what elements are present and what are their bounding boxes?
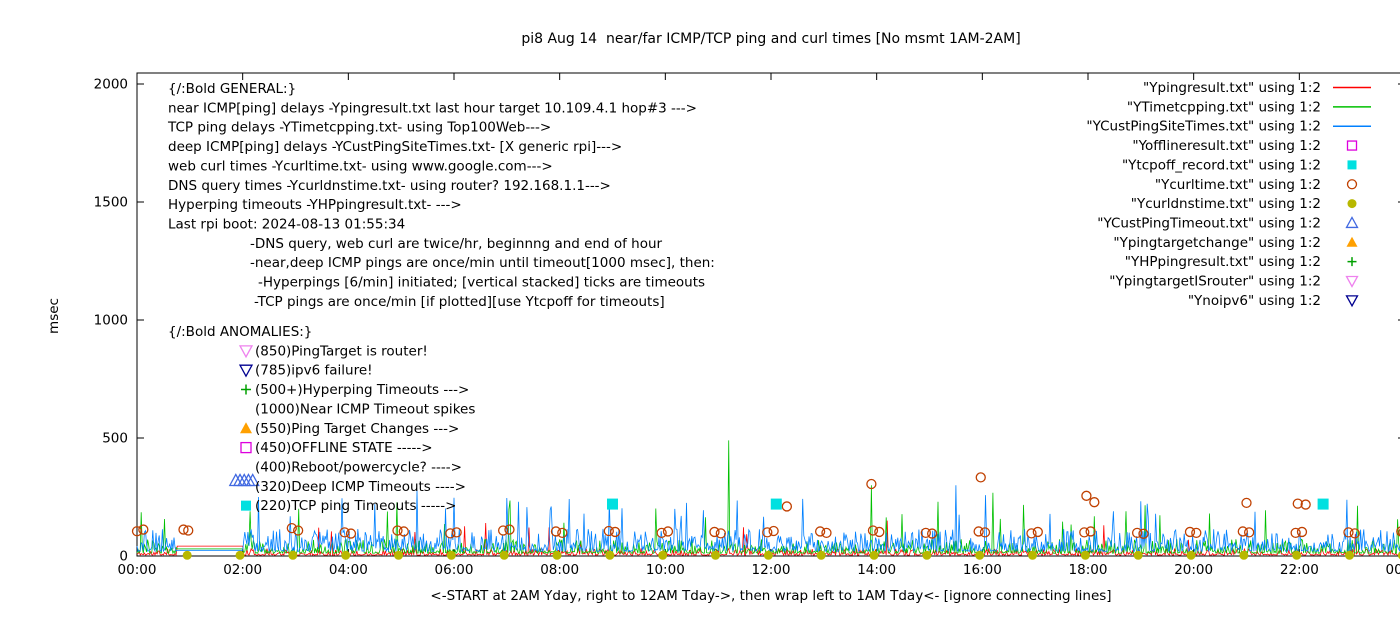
legend-label: "YpingtargetISrouter" using 1:2 <box>1109 274 1321 290</box>
legend-label: "YHPpingresult.txt" using 1:2 <box>1125 254 1321 270</box>
x-tick-label: 22:00 <box>1280 562 1319 578</box>
x-tick-label: 14:00 <box>857 562 896 578</box>
x-tick-label: 08:00 <box>540 562 579 578</box>
legend-label: "YCustPingSiteTimes.txt" using 1:2 <box>1086 119 1321 135</box>
x-tick-label: 20:00 <box>1174 562 1213 578</box>
general-line: -near,deep ICMP pings are once/min until… <box>250 255 715 271</box>
general-line: -Hyperpings [6/min] initiated; [vertical… <box>258 275 705 291</box>
legend-label: "YTimetcpping.txt" using 1:2 <box>1127 99 1321 115</box>
legend-label: "Ycurldnstime.txt" using 1:2 <box>1131 196 1321 212</box>
anomaly-item: (220)TCP ping Timeouts -----> <box>255 498 457 514</box>
anomaly-item: (400)Reboot/powercycle? ----> <box>255 459 462 475</box>
y-tick-label: 500 <box>102 431 128 447</box>
general-line: web curl times -Ycurltime.txt- using www… <box>168 158 553 174</box>
legend-label: "Ypingresult.txt" using 1:2 <box>1143 80 1321 96</box>
x-tick-label: 00:00 <box>1386 562 1400 578</box>
legend: "Ypingresult.txt" using 1:2 "YTimetcpping… <box>1086 80 1371 309</box>
anomaly-item: (1000)Near ICMP Timeout spikes <box>255 401 475 417</box>
anomaly-item: (320)Deep ICMP Timeouts ----> <box>255 479 466 495</box>
anomaly-item: (450)OFFLINE STATE -----> <box>255 440 433 456</box>
x-tick-label: 02:00 <box>223 562 262 578</box>
general-line: Last rpi boot: 2024-08-13 01:55:34 <box>168 216 405 232</box>
legend-label: "Ynoipv6" using 1:2 <box>1188 293 1321 309</box>
chart-title: pi8 Aug 14 near/far ICMP/TCP ping and cu… <box>521 31 1020 47</box>
legend-label: "Ypingtargetchange" using 1:2 <box>1113 235 1321 251</box>
y-tick-label: 2000 <box>94 77 128 93</box>
general-line: -DNS query, web curl are twice/hr, begin… <box>250 236 663 252</box>
legend-label: "Ycurltime.txt" using 1:2 <box>1155 177 1321 193</box>
x-tick-label: 04:00 <box>329 562 368 578</box>
y-axis-label: msec <box>46 298 62 334</box>
annotation-anomalies: {/:Bold ANOMALIES:} (850)PingTarget is ro… <box>168 324 475 514</box>
points-Ytcpoff_record <box>607 499 1329 510</box>
general-line: near ICMP[ping] delays -Ypingresult.txt … <box>168 100 697 116</box>
anomaly-item: (785)ipv6 failure! <box>255 363 373 379</box>
general-line: TCP ping delays -YTimetcpping.txt- using… <box>167 120 551 136</box>
x-tick-label: 16:00 <box>963 562 1002 578</box>
x-tick-label: 12:00 <box>752 562 791 578</box>
anomaly-item: (550)Ping Target Changes ---> <box>255 421 459 437</box>
anomaly-item: (850)PingTarget is router! <box>255 343 428 359</box>
legend-label: "Yofflineresult.txt" using 1:2 <box>1132 138 1321 154</box>
anomaly-item: (500+)Hyperping Timeouts ---> <box>255 382 469 398</box>
x-tick-label: 06:00 <box>435 562 474 578</box>
general-line: DNS query times -Ycurldnstime.txt- using… <box>168 178 611 194</box>
y-tick-label: 1000 <box>94 313 128 329</box>
anomalies-heading: {/:Bold ANOMALIES:} <box>168 324 312 340</box>
x-tick-label: 18:00 <box>1069 562 1108 578</box>
x-tick-label: 10:00 <box>646 562 685 578</box>
general-line: -TCP pings are once/min [if plotted][use… <box>254 294 665 310</box>
y-tick-label: 1500 <box>94 195 128 211</box>
annotation-general: {/:Bold GENERAL:} near ICMP[ping] delays … <box>167 81 715 310</box>
general-line: deep ICMP[ping] delays -YCustPingSiteTim… <box>168 139 622 155</box>
x-axis-label: <-START at 2AM Yday, right to 12AM Tday-… <box>430 588 1111 604</box>
general-line: {/:Bold GENERAL:} <box>168 81 296 97</box>
x-tick-label: 00:00 <box>118 562 157 578</box>
legend-label: "Ytcpoff_record.txt" using 1:2 <box>1122 157 1321 173</box>
general-line: Hyperping timeouts -YHPpingresult.txt- -… <box>168 197 462 213</box>
legend-label: "YCustPingTimeout.txt" using 1:2 <box>1097 215 1321 231</box>
